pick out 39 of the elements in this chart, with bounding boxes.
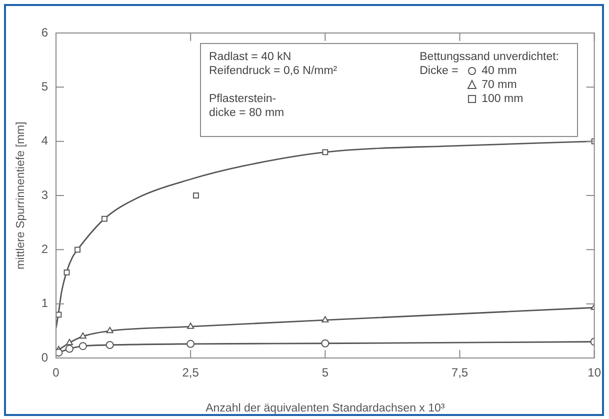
point bbox=[64, 269, 70, 276]
legend-label: 70 mm bbox=[482, 78, 517, 92]
y-tick-label: 5 bbox=[41, 79, 48, 94]
y-tick-label: 6 bbox=[41, 25, 48, 40]
annotation: Pflasterstein-dicke = 80 mm bbox=[209, 92, 286, 120]
point bbox=[78, 342, 87, 350]
x-axis-title: Anzahl der äquivalenten Standardachsen x 10³ bbox=[206, 402, 445, 414]
y-tick-label: 4 bbox=[41, 134, 48, 148]
point bbox=[106, 326, 114, 334]
point bbox=[74, 246, 81, 253]
legend-title: Bettungssand unverdichtet: bbox=[420, 50, 559, 64]
point bbox=[56, 348, 63, 357]
point bbox=[322, 149, 328, 156]
annotation: Reifendruck = 0,6 N/mm² bbox=[209, 64, 338, 78]
legend-label: 100 mm bbox=[482, 92, 524, 106]
point bbox=[79, 332, 86, 339]
point bbox=[321, 339, 330, 348]
annotation: Dicke = bbox=[420, 64, 460, 78]
annotation: Radlast = 40 kN bbox=[209, 50, 292, 64]
x-tick-label: 7,5 bbox=[451, 366, 468, 380]
x-tick-label: 2,5 bbox=[182, 366, 200, 380]
x-tick-label: 10 bbox=[588, 366, 602, 380]
legend-label: 40 mm bbox=[482, 64, 517, 78]
point bbox=[106, 341, 114, 349]
y-tick-label: 1 bbox=[41, 296, 48, 310]
point bbox=[65, 344, 74, 353]
point bbox=[192, 192, 199, 198]
y-tick-label: 3 bbox=[41, 188, 48, 202]
y-tick-label: 0 bbox=[41, 350, 48, 364]
point bbox=[186, 340, 195, 348]
x-tick-label: 5 bbox=[322, 366, 329, 380]
point bbox=[322, 316, 329, 322]
x-tick-label: 0 bbox=[52, 366, 60, 380]
point bbox=[187, 322, 194, 329]
y-tick-label: 2 bbox=[41, 242, 48, 256]
point bbox=[56, 312, 62, 318]
point bbox=[66, 338, 73, 346]
point bbox=[101, 216, 108, 222]
y-axis-title: mittlere Spurrinnentiefe [mm] bbox=[15, 122, 28, 270]
